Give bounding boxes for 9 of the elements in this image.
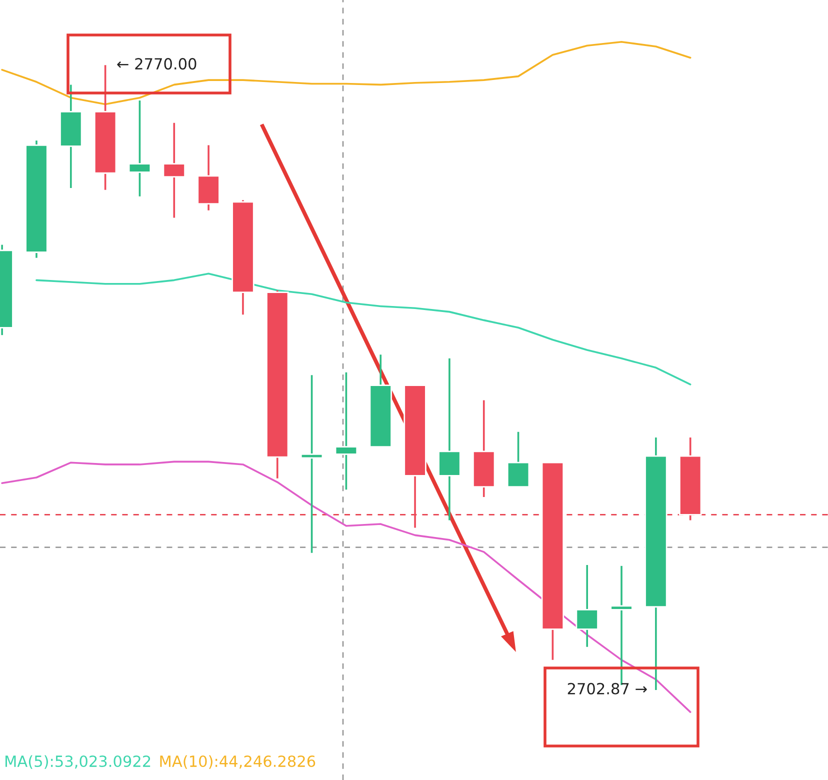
candlestick: [576, 564, 598, 648]
candlestick: [300, 374, 324, 554]
candlestick: [128, 100, 152, 198]
annotation: MA(5):53,023.0922: [6, 755, 150, 769]
annotation: ← 2770.00: [117, 58, 196, 70]
annotation: 2702.87 →: [568, 682, 647, 694]
candlestick: [162, 122, 186, 219]
annotation: MA(10):44,246.2826: [160, 755, 316, 769]
candlestick: [334, 371, 358, 490]
